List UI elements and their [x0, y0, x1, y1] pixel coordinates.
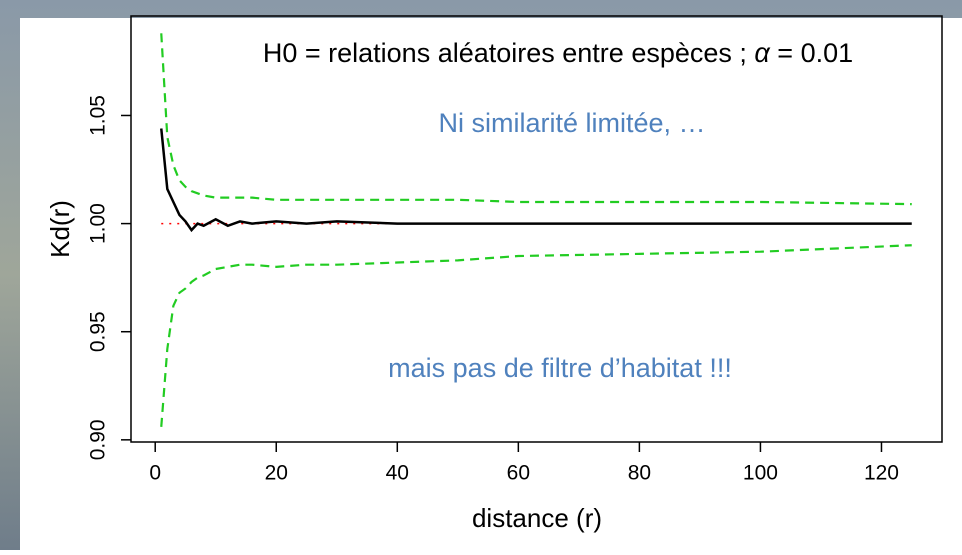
- y-tick-label: 0.90: [87, 419, 110, 460]
- x-tick-label: 120: [864, 462, 899, 485]
- annotation: mais pas de filtre d’habitat !!!: [388, 353, 732, 383]
- x-axis-label: distance (r): [472, 503, 602, 533]
- y-tick-label: 1.05: [87, 95, 110, 136]
- series-line: [160, 244, 912, 427]
- annotation: H0 = relations aléatoires entre espèces …: [263, 38, 853, 68]
- plot-box: [130, 15, 943, 443]
- y-tick-label: 0.95: [87, 311, 110, 352]
- annotation: Ni similarité limitée, …: [438, 108, 705, 138]
- x-tick-label: 40: [386, 462, 409, 485]
- annotation-part: H0 = relations aléatoires entre espèces …: [263, 38, 755, 68]
- annotation-part: = 0.01: [770, 38, 853, 68]
- plot-panel: [20, 18, 962, 550]
- x-tick-label: 20: [265, 462, 288, 485]
- x-tick-label: 80: [628, 462, 651, 485]
- x-tick-label: 0: [149, 462, 161, 485]
- y-axis-label: Kd(r): [45, 200, 75, 258]
- annotation-part: α: [754, 38, 771, 68]
- x-tick-label: 60: [507, 462, 530, 485]
- series-line: [160, 128, 912, 233]
- y-tick-label: 1.00: [87, 203, 110, 244]
- series-line: [160, 33, 912, 206]
- x-tick-label: 100: [743, 462, 778, 485]
